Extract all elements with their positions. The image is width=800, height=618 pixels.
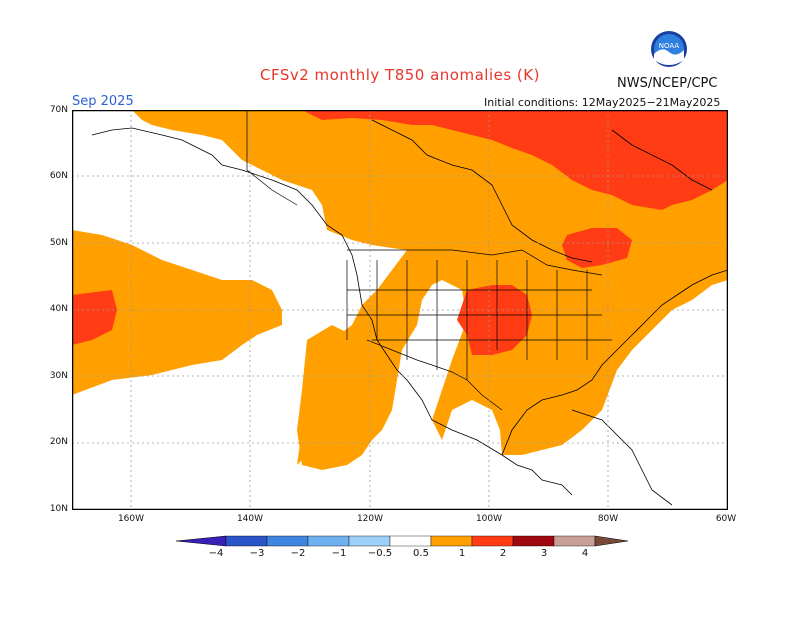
- colorbar-label: 0.5: [413, 548, 429, 559]
- initial-conditions-label: Initial conditions: 12May2025−21May2025: [484, 96, 721, 109]
- colorbar-segment: [225, 535, 268, 547]
- red-anomaly-regions: [72, 110, 728, 355]
- colorbar-segment: [471, 535, 514, 547]
- colorbar-segment: [266, 535, 309, 547]
- lat-label: 60N: [49, 171, 68, 181]
- orange-anomaly-regions: [72, 110, 728, 470]
- colorbar: [176, 535, 628, 547]
- lat-label: 50N: [49, 238, 68, 248]
- colorbar-label: −2: [290, 548, 306, 559]
- colorbar-label: −1: [331, 548, 347, 559]
- lat-label: 30N: [49, 371, 68, 381]
- colorbar-label: −3: [249, 548, 265, 559]
- noaa-logo-text: NOAA: [659, 42, 680, 50]
- lat-label: 10N: [49, 504, 68, 514]
- valid-month-label: Sep 2025: [72, 94, 134, 109]
- map-title: CFSv2 monthly T850 anomalies (K): [260, 66, 540, 84]
- lon-label: 160W: [117, 514, 145, 524]
- lat-label: 70N: [49, 105, 68, 115]
- anomaly-map: [72, 110, 728, 510]
- colorbar-segment: [512, 535, 555, 547]
- lon-label: 120W: [356, 514, 384, 524]
- colorbar-label: 2: [499, 548, 507, 559]
- agency-label: NWS/NCEP/CPC: [617, 76, 718, 91]
- colorbar-segment: [553, 535, 596, 547]
- colorbar-segment: [307, 535, 350, 547]
- lat-label: 20N: [49, 437, 68, 447]
- colorbar-label: −0.5: [367, 548, 393, 559]
- coastlines: [91, 119, 728, 506]
- colorbar-label: 3: [540, 548, 548, 559]
- noaa-logo-icon: NOAA: [651, 31, 687, 67]
- map-frame: [72, 110, 728, 510]
- colorbar-arrow-right: [594, 535, 628, 547]
- colorbar-segment: [389, 535, 432, 547]
- lon-label: 140W: [236, 514, 264, 524]
- colorbar-label: −4: [208, 548, 224, 559]
- colorbar-segment: [430, 535, 473, 547]
- colorbar-segment: [348, 535, 391, 547]
- graticule: [72, 110, 728, 510]
- colorbar-label: 1: [458, 548, 466, 559]
- political-borders: [246, 110, 612, 411]
- lat-label: 40N: [49, 304, 68, 314]
- colorbar-label: 4: [581, 548, 589, 559]
- colorbar-arrow-left: [176, 535, 227, 547]
- lon-label: 100W: [475, 514, 503, 524]
- lon-label: 60W: [715, 514, 737, 524]
- lon-label: 80W: [597, 514, 619, 524]
